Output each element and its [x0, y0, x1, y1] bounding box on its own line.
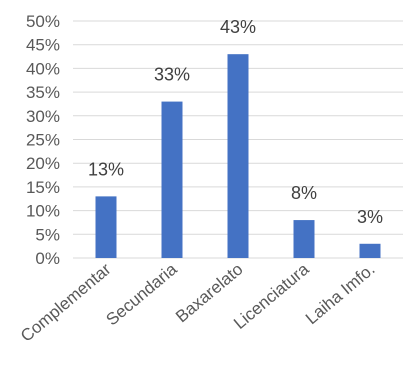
data-label: 33%: [154, 65, 190, 85]
y-tick-label: 20%: [26, 154, 60, 173]
y-tick-label: 35%: [26, 83, 60, 102]
category-label: Laiha Imfo.: [302, 260, 379, 329]
bar: [227, 54, 249, 259]
y-tick-label: 0%: [35, 249, 60, 268]
category-label: Complementar: [17, 259, 115, 345]
y-tick-label: 5%: [35, 225, 60, 244]
y-tick-label: 40%: [26, 59, 60, 78]
y-tick-label: 30%: [26, 107, 60, 126]
y-tick-label: 50%: [26, 12, 60, 31]
y-axis-tick-labels: 0% 5% 10% 15% 20% 25% 30% 35% 40% 45% 50%: [26, 12, 60, 268]
bars: [95, 54, 381, 259]
bar: [161, 101, 183, 258]
data-labels: 13% 33% 43% 8% 3%: [88, 17, 383, 227]
x-axis-category-labels: ComplementarSecundariaBaxarelatoLicencia…: [17, 259, 379, 346]
y-tick-label: 25%: [26, 131, 60, 150]
data-label: 8%: [291, 183, 317, 203]
data-label: 3%: [357, 207, 383, 227]
bar: [359, 243, 381, 258]
bar: [293, 220, 315, 258]
data-label: 13%: [88, 159, 124, 179]
bar: [95, 196, 117, 258]
data-label: 43%: [220, 17, 256, 37]
category-label: Secundaria: [102, 259, 181, 329]
y-tick-label: 15%: [26, 178, 60, 197]
y-tick-label: 10%: [26, 202, 60, 221]
y-tick-label: 45%: [26, 36, 60, 55]
